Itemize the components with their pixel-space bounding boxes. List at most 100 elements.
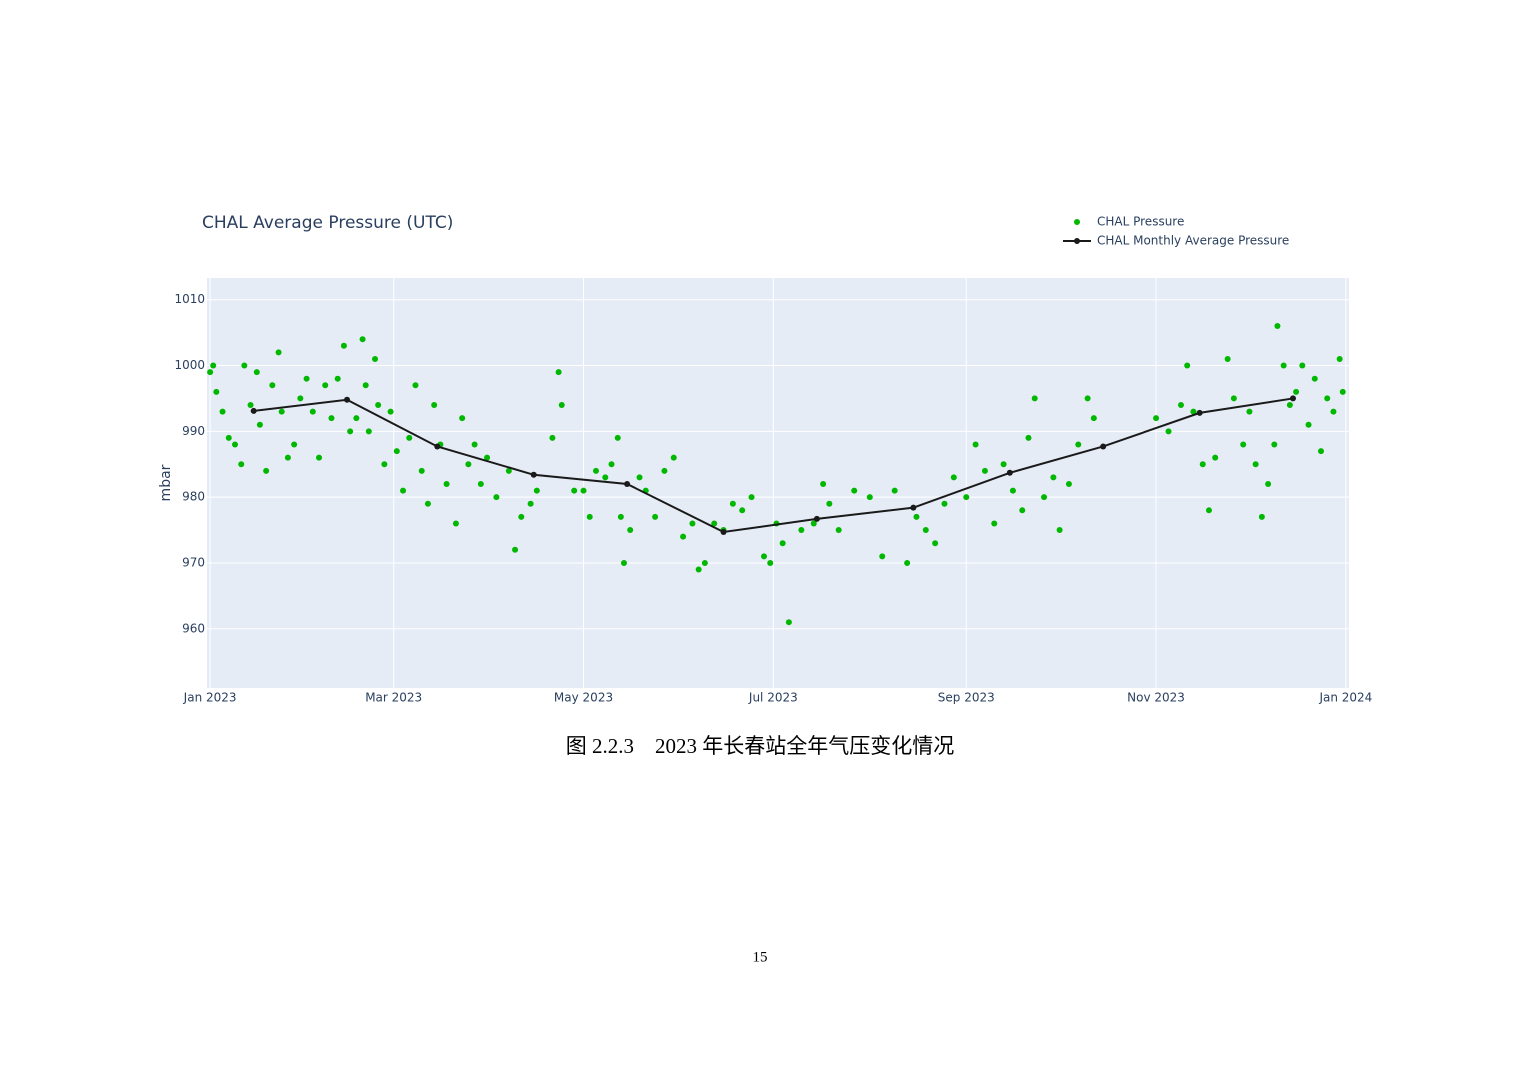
pressure-point	[1205, 507, 1212, 514]
pressure-point	[913, 513, 920, 520]
pressure-point	[291, 441, 298, 448]
pressure-point	[322, 382, 329, 389]
pressure-point	[729, 500, 736, 507]
pressure-point	[1000, 461, 1007, 468]
pressure-point	[617, 513, 624, 520]
pressure-point	[1165, 428, 1172, 435]
pressure-point	[981, 467, 988, 474]
pressure-point	[238, 461, 245, 468]
plot-background	[207, 278, 1349, 688]
pressure-point	[680, 533, 687, 540]
pressure-point	[950, 474, 957, 481]
pressure-point	[1041, 494, 1048, 501]
pressure-point	[779, 540, 786, 547]
pressure-point	[533, 487, 540, 494]
pressure-point	[1056, 527, 1063, 534]
pressure-point	[549, 434, 556, 441]
pressure-point	[739, 507, 746, 514]
y-axis-title: mbar	[158, 464, 174, 501]
average-point	[1006, 469, 1013, 476]
pressure-point	[1153, 415, 1160, 422]
y-tick-label: 970	[182, 555, 205, 569]
pressure-point	[381, 461, 388, 468]
pressure-point	[465, 461, 472, 468]
pressure-point	[1009, 487, 1016, 494]
pressure-point	[452, 520, 459, 527]
pressure-point	[418, 467, 425, 474]
pressure-point	[1019, 507, 1026, 514]
average-point	[344, 396, 351, 403]
grid	[207, 278, 1349, 688]
average-point	[434, 443, 441, 450]
pressure-point	[760, 553, 767, 560]
pressure-point	[1050, 474, 1057, 481]
pressure-point	[387, 408, 394, 415]
pressure-point	[505, 467, 512, 474]
pressure-point	[661, 467, 668, 474]
pressure-point	[232, 441, 239, 448]
pressure-point	[689, 520, 696, 527]
pressure-point	[353, 415, 360, 422]
pressure-point	[1324, 395, 1331, 402]
pressure-point	[879, 553, 886, 560]
pressure-point	[571, 487, 578, 494]
average-point	[1100, 443, 1107, 450]
y-tick-label: 1000	[174, 358, 205, 372]
average-point	[250, 407, 257, 414]
pressure-point	[826, 500, 833, 507]
pressure-point	[263, 467, 270, 474]
pressure-point	[820, 480, 827, 487]
pressure-point	[375, 402, 382, 409]
pressure-point	[1336, 355, 1343, 362]
x-tick-label: Nov 2023	[1127, 691, 1185, 705]
pressure-point	[1184, 362, 1191, 369]
pressure-point	[1240, 441, 1247, 448]
pressure-point	[555, 369, 562, 376]
pressure-point	[1224, 355, 1231, 362]
pressure-point	[695, 566, 702, 573]
pressure-point	[932, 540, 939, 547]
pressure-point	[810, 520, 817, 527]
pressure-point	[284, 454, 291, 461]
pressure-point	[1075, 441, 1082, 448]
legend-marker	[1074, 219, 1080, 225]
legend-label: CHAL Monthly Average Pressure	[1097, 234, 1289, 248]
chart-title: CHAL Average Pressure (UTC)	[202, 213, 453, 233]
pressure-point	[1084, 395, 1091, 402]
pressure-point	[316, 454, 323, 461]
pressure-point	[1190, 408, 1197, 415]
pressure-point	[400, 487, 407, 494]
pressure-point	[424, 500, 431, 507]
pressure-point	[580, 487, 587, 494]
pressure-point	[767, 559, 774, 566]
pressure-point	[1031, 395, 1038, 402]
pressure-point	[636, 474, 643, 481]
pressure-point	[512, 546, 519, 553]
pressure-point	[620, 559, 627, 566]
pressure-point	[328, 415, 335, 422]
pressure-point	[785, 619, 792, 626]
x-tick-label: Sep 2023	[938, 691, 995, 705]
pressure-point	[748, 494, 755, 501]
pressure-point	[471, 441, 478, 448]
pressure-point	[851, 487, 858, 494]
pressure-point	[493, 494, 500, 501]
page-number: 15	[753, 949, 768, 965]
pressure-point	[1258, 513, 1265, 520]
pressure-point	[362, 382, 369, 389]
average-point	[813, 515, 820, 522]
average-point	[530, 471, 537, 478]
average-point	[910, 504, 917, 511]
average-point	[1289, 395, 1296, 402]
pressure-point	[652, 513, 659, 520]
pressure-point	[309, 408, 316, 415]
pressure-point	[904, 559, 911, 566]
pressure-point	[991, 520, 998, 527]
pressure-point	[592, 467, 599, 474]
pressure-point	[1246, 408, 1253, 415]
pressure-point	[459, 415, 466, 422]
legend-marker	[1074, 238, 1080, 244]
pressure-point	[275, 349, 282, 356]
pressure-point	[256, 421, 263, 428]
x-tick-label: Mar 2023	[365, 691, 422, 705]
